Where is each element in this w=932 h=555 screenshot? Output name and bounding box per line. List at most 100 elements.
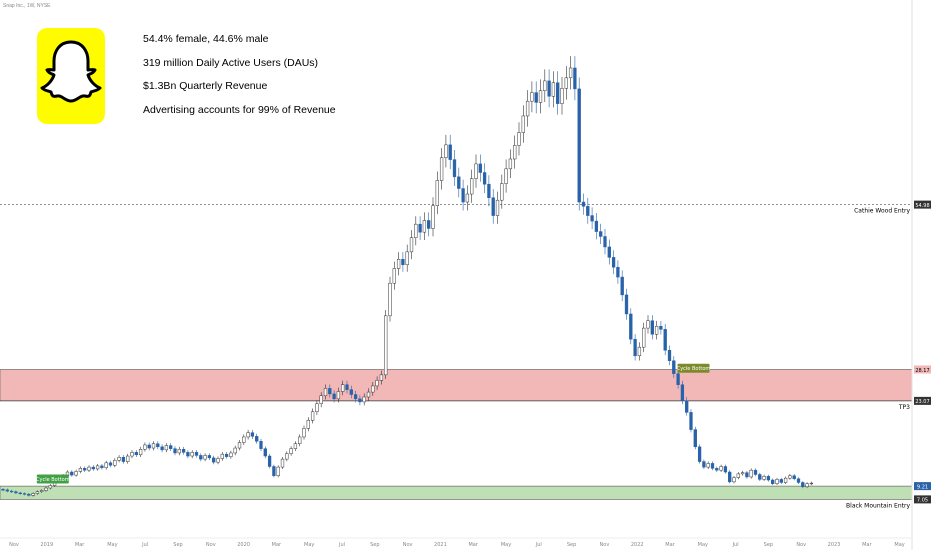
candle: [543, 69, 547, 103]
candle-body: [332, 393, 336, 400]
candle-body: [70, 471, 74, 476]
candle-body: [91, 466, 95, 470]
candle-body: [435, 180, 439, 206]
candle-body: [629, 313, 633, 340]
time-tick: 2022: [631, 542, 644, 548]
candle: [349, 385, 353, 399]
candle-body: [779, 479, 783, 483]
candle: [173, 446, 177, 456]
candle-body: [169, 445, 173, 449]
candle-body: [508, 158, 513, 170]
candle-body: [203, 455, 207, 460]
candle: [388, 276, 392, 322]
candle-body: [220, 453, 224, 459]
candle-body: [487, 183, 491, 198]
candle: [762, 474, 766, 481]
candle-body: [353, 394, 358, 400]
candle: [749, 468, 753, 479]
candle: [685, 397, 689, 416]
candle-body: [255, 436, 259, 442]
candle: [91, 465, 95, 471]
candle: [87, 465, 91, 472]
candle: [487, 175, 491, 207]
candle-body: [194, 452, 199, 456]
candle-body: [160, 446, 164, 451]
candle-body: [474, 163, 478, 179]
candle-body: [126, 455, 130, 462]
candle: [418, 216, 422, 240]
candle: [779, 477, 783, 484]
price-label-4: 7.05: [914, 495, 931, 504]
candle: [538, 79, 543, 114]
time-tick: Mar: [468, 542, 478, 548]
candle-body: [689, 412, 693, 430]
levels-layer: Cathie Wood Entry TP3: [0, 204, 912, 411]
candle-body: [306, 420, 310, 429]
candle: [147, 442, 151, 451]
candle: [237, 439, 242, 451]
price-axis[interactable]: 54.98 28.17 23.07 9.21 7.05: [911, 0, 931, 550]
candle-body: [190, 452, 194, 457]
candle: [654, 320, 659, 340]
candle: [568, 56, 573, 90]
candle-body: [276, 466, 280, 476]
candle: [138, 446, 143, 458]
candle: [366, 388, 371, 401]
candle-body: [375, 380, 379, 387]
time-axis[interactable]: Nov 2019 Mar May Jul Sep Nov 2020 Mar May Jul Sep No…: [0, 537, 912, 548]
candle-body: [100, 465, 104, 468]
candle: [194, 450, 199, 458]
candle: [577, 77, 581, 211]
candle-body: [521, 115, 525, 133]
candle-body: [650, 320, 654, 335]
candle: [603, 228, 607, 255]
candle: [229, 450, 233, 459]
candle-body: [646, 320, 650, 329]
candle-body: [740, 472, 745, 475]
candle-body: [310, 411, 315, 421]
candle: [525, 90, 530, 127]
candle-body: [431, 205, 435, 229]
time-tick: 2021: [434, 542, 447, 548]
candle: [771, 478, 775, 486]
candle: [250, 429, 255, 440]
candle-body: [40, 490, 44, 492]
candle: [728, 470, 732, 484]
candle-body: [151, 443, 156, 449]
price-label-box: [914, 482, 931, 491]
candle: [48, 484, 52, 490]
time-tick: Nov: [9, 542, 19, 548]
level-label-0: Cathie Wood Entry: [854, 208, 910, 215]
stats-text-block: 54.4% female, 44.6% male 319 million Dai…: [143, 32, 336, 126]
candle-body: [728, 471, 732, 483]
candle: [667, 345, 672, 366]
candle: [586, 197, 590, 224]
candle: [663, 324, 667, 356]
candle: [74, 469, 78, 477]
candle-body: [762, 476, 766, 480]
time-tick: Sep: [370, 542, 379, 548]
candle: [27, 492, 31, 497]
candle-body: [805, 483, 809, 488]
candle: [22, 492, 27, 496]
candle: [624, 288, 629, 320]
candle: [448, 134, 452, 170]
candle-body: [680, 384, 685, 401]
candle: [633, 334, 637, 361]
candle: [758, 472, 762, 481]
candle: [517, 122, 521, 156]
candle-body: [723, 466, 728, 473]
candle-body: [362, 396, 366, 403]
candle: [693, 426, 697, 450]
candle: [581, 193, 586, 215]
time-tick: Mar: [665, 542, 675, 548]
candle-body: [104, 462, 108, 468]
candle: [672, 356, 676, 378]
candle: [740, 470, 745, 476]
candle-body: [513, 145, 517, 160]
candle: [551, 71, 556, 108]
candle-body: [280, 458, 285, 468]
candle-body: [659, 326, 663, 330]
